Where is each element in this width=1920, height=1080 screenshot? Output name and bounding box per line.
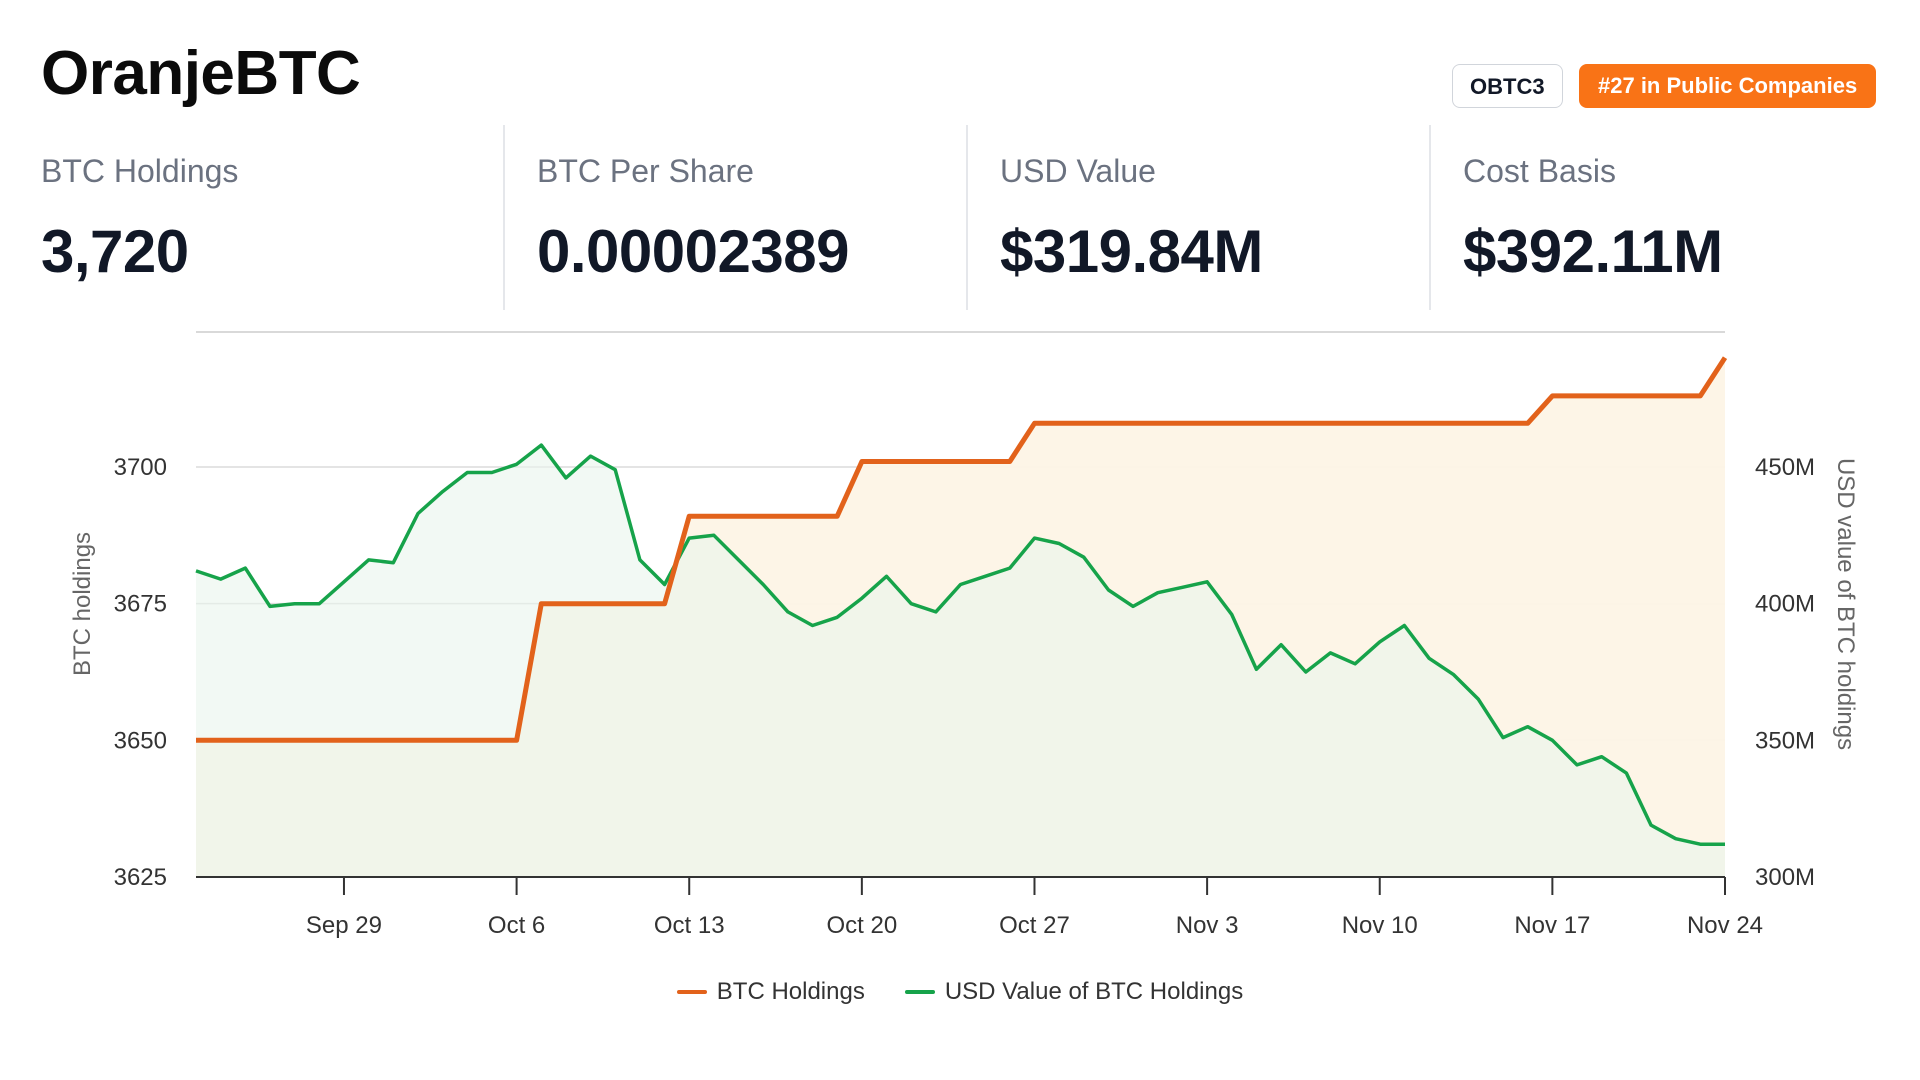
legend-swatch xyxy=(904,990,935,994)
y-right-tick-label: 300M xyxy=(1755,864,1815,891)
legend-swatch xyxy=(676,990,707,994)
stat-label: BTC Per Share xyxy=(537,153,754,189)
usd-value-area xyxy=(196,445,1725,877)
legend-item-usd-value[interactable]: USD Value of BTC Holdings xyxy=(904,978,1244,1006)
y-left-tick-label: 3625 xyxy=(114,864,167,891)
x-tick-label: Oct 20 xyxy=(827,912,898,939)
x-tick-label: Oct 13 xyxy=(654,912,725,939)
chart-legend: BTC Holdings USD Value of BTC Holdings xyxy=(0,978,1920,1006)
stat-btc-holdings: BTC Holdings 3,720 xyxy=(41,125,501,310)
y-left-axis-title: BTC holdings xyxy=(69,532,96,676)
x-tick-label: Nov 10 xyxy=(1342,912,1418,939)
stat-value: $319.84M xyxy=(1000,218,1263,285)
axes: 3625 3650 3675 3700 300M 350M 400M 450M Sep 29 Oc… xyxy=(114,454,1815,939)
y-left-tick-label: 3700 xyxy=(114,454,167,481)
x-tick-label: Sep 29 xyxy=(306,912,382,939)
x-tick-label: Nov 17 xyxy=(1514,912,1590,939)
y-right-tick-label: 400M xyxy=(1755,591,1815,618)
y-right-tick-label: 350M xyxy=(1755,727,1815,754)
company-title: OranjeBTC xyxy=(41,39,361,108)
stat-value: 0.00002389 xyxy=(537,218,850,285)
stat-btc-per-share: BTC Per Share 0.00002389 xyxy=(503,125,965,310)
stat-value: 3,720 xyxy=(41,218,189,285)
x-tick-label: Oct 27 xyxy=(999,912,1070,939)
stat-cost-basis: Cost Basis $392.11M xyxy=(1429,125,1891,310)
stat-label: BTC Holdings xyxy=(41,153,239,189)
legend-label: BTC Holdings xyxy=(716,978,865,1005)
x-tick-label: Nov 24 xyxy=(1687,912,1763,939)
x-tick-label: Oct 6 xyxy=(488,912,545,939)
ticker-badge: OBTC3 xyxy=(1452,64,1563,108)
btc-holdings-line xyxy=(196,356,1728,743)
stat-label: USD Value xyxy=(1000,153,1156,189)
x-tick-label: Nov 3 xyxy=(1176,912,1239,939)
y-right-axis-title: USD value of BTC holdings xyxy=(1832,458,1859,750)
y-right-tick-label: 450M xyxy=(1755,454,1815,481)
stat-value: $392.11M xyxy=(1463,218,1723,285)
y-left-tick-label: 3650 xyxy=(114,727,167,754)
legend-label: USD Value of BTC Holdings xyxy=(944,978,1244,1005)
stat-usd-value: USD Value $319.84M xyxy=(966,125,1428,310)
rank-badge[interactable]: #27 in Public Companies xyxy=(1579,64,1877,108)
y-left-tick-label: 3675 xyxy=(114,591,167,618)
legend-item-btc-holdings[interactable]: BTC Holdings xyxy=(676,978,865,1006)
stat-label: Cost Basis xyxy=(1463,153,1616,189)
series-fills xyxy=(196,357,1725,877)
usd-value-line xyxy=(195,443,1725,846)
series-lines xyxy=(195,356,1728,846)
